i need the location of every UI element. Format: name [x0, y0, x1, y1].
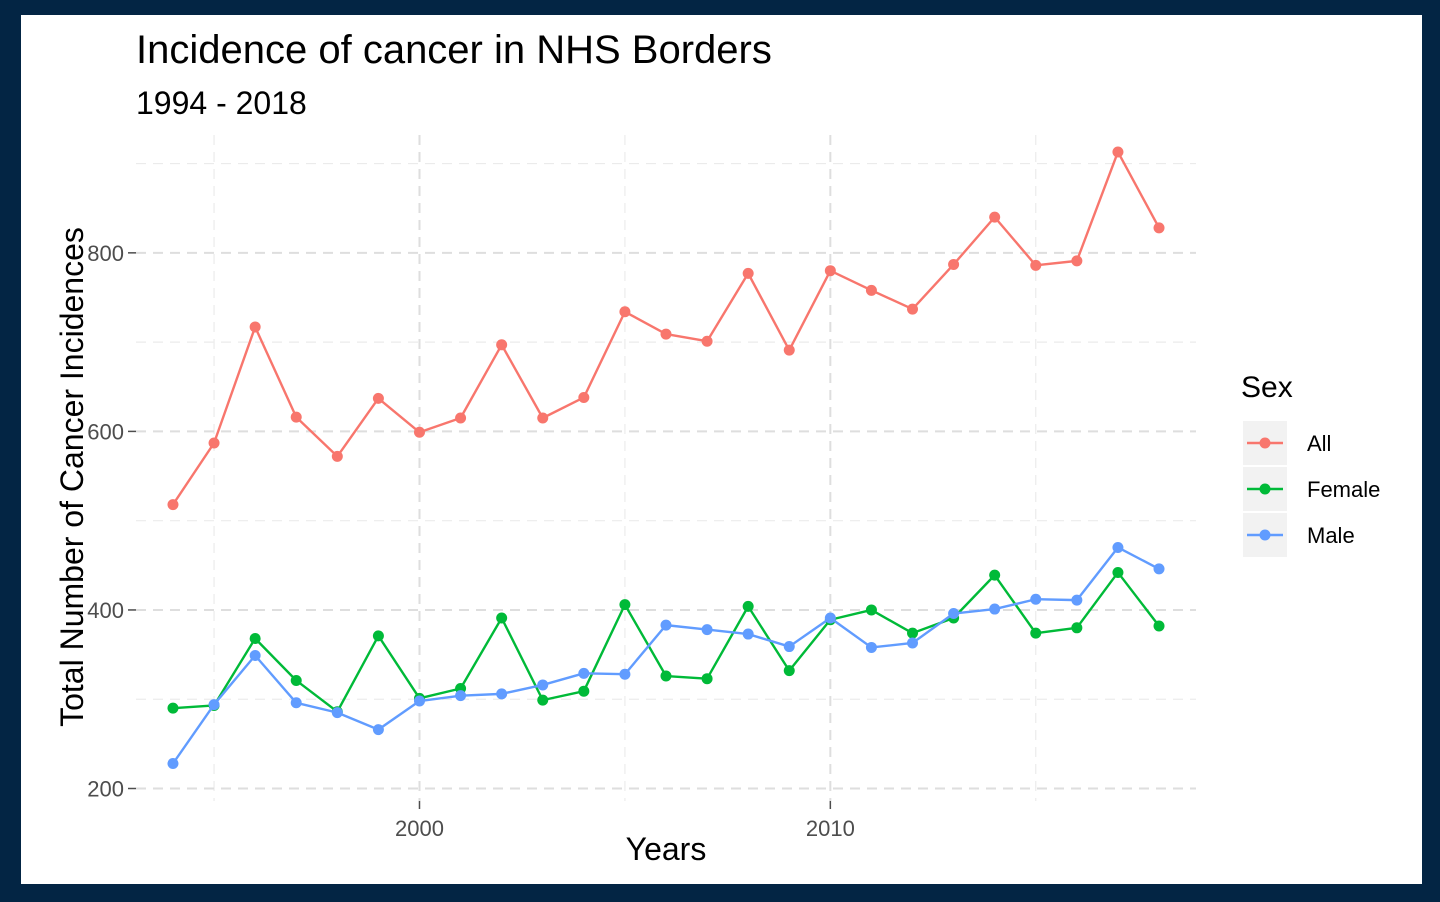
data-point	[865, 604, 877, 616]
data-point	[249, 321, 261, 333]
line-chart: Incidence of cancer in NHS Borders 1994 …	[54, 28, 1380, 867]
legend-label-female: Female	[1307, 477, 1380, 502]
data-point	[537, 694, 549, 706]
series-male	[167, 541, 1165, 770]
data-point	[907, 627, 919, 639]
data-point	[496, 688, 508, 700]
chart-frame: Incidence of cancer in NHS Borders 1994 …	[21, 15, 1422, 884]
data-point	[167, 702, 179, 714]
data-point	[824, 265, 836, 277]
data-point	[496, 612, 508, 624]
data-point	[1030, 259, 1042, 271]
legend-label-all: All	[1307, 431, 1331, 456]
data-point	[1071, 255, 1083, 267]
x-tick-label: 2000	[395, 816, 444, 841]
y-axis-title: Total Number of Cancer Incidences	[54, 227, 90, 727]
data-point	[1071, 622, 1083, 634]
data-point	[660, 328, 672, 340]
legend-title: Sex	[1241, 371, 1293, 404]
data-point	[989, 211, 1001, 223]
data-series	[167, 146, 1165, 770]
data-point	[742, 628, 754, 640]
x-tick-label: 2010	[806, 816, 855, 841]
data-point	[1030, 593, 1042, 605]
data-point	[331, 707, 343, 719]
legend-label-male: Male	[1307, 523, 1355, 548]
data-point	[290, 411, 302, 423]
data-point	[619, 599, 631, 611]
data-point	[742, 267, 754, 279]
data-point	[742, 600, 754, 612]
data-point	[537, 679, 549, 691]
data-point	[372, 630, 384, 642]
data-point	[578, 391, 590, 403]
y-tick-label: 400	[87, 598, 124, 623]
legend-key-point	[1259, 529, 1271, 541]
data-point	[865, 641, 877, 653]
legend-key-point	[1259, 437, 1271, 449]
data-point	[372, 724, 384, 736]
data-point	[1153, 222, 1165, 234]
legend: Sex All Female Male	[1241, 371, 1380, 557]
data-point	[907, 303, 919, 315]
data-point	[496, 339, 508, 351]
data-point	[660, 670, 672, 682]
data-point	[1153, 563, 1165, 575]
data-point	[290, 697, 302, 709]
x-axis-title: Years	[626, 831, 707, 867]
data-point	[331, 450, 343, 462]
data-point	[455, 412, 467, 424]
chart-subtitle: 1994 - 2018	[136, 85, 307, 121]
data-point	[865, 284, 877, 296]
series-all	[167, 146, 1165, 511]
data-point	[1030, 627, 1042, 639]
data-point	[578, 667, 590, 679]
data-point	[783, 665, 795, 677]
axis-ticks: 200 400 600 800 2000 2010	[87, 241, 855, 841]
chart-title: Incidence of cancer in NHS Borders	[136, 28, 772, 72]
data-point	[413, 695, 425, 707]
grid-lines	[136, 135, 1196, 801]
data-point	[167, 758, 179, 770]
data-point	[1112, 146, 1124, 158]
data-point	[1071, 594, 1083, 606]
data-point	[619, 306, 631, 318]
data-point	[948, 258, 960, 270]
data-point	[701, 673, 713, 685]
data-point	[455, 690, 467, 702]
data-point	[290, 674, 302, 686]
legend-key-point	[1259, 483, 1271, 495]
data-point	[372, 392, 384, 404]
data-point	[208, 437, 220, 449]
y-tick-label: 800	[87, 241, 124, 266]
data-point	[989, 603, 1001, 615]
data-point	[989, 569, 1001, 581]
data-point	[783, 344, 795, 356]
series-line	[171, 150, 1161, 506]
data-point	[1112, 541, 1124, 553]
data-point	[537, 412, 549, 424]
data-point	[578, 685, 590, 697]
y-tick-label: 200	[87, 777, 124, 802]
data-point	[701, 335, 713, 347]
data-point	[167, 499, 179, 511]
series-female	[167, 566, 1165, 718]
data-point	[1112, 566, 1124, 578]
data-point	[907, 637, 919, 649]
series-line	[172, 571, 1160, 713]
series-line	[171, 546, 1160, 765]
data-point	[1153, 620, 1165, 632]
data-point	[619, 668, 631, 680]
data-point	[948, 608, 960, 620]
data-point	[249, 633, 261, 645]
data-point	[249, 649, 261, 661]
data-point	[660, 619, 672, 631]
data-point	[208, 699, 220, 711]
data-point	[413, 426, 425, 438]
data-point	[824, 612, 836, 624]
y-tick-label: 600	[87, 419, 124, 444]
data-point	[701, 624, 713, 636]
data-point	[783, 641, 795, 653]
